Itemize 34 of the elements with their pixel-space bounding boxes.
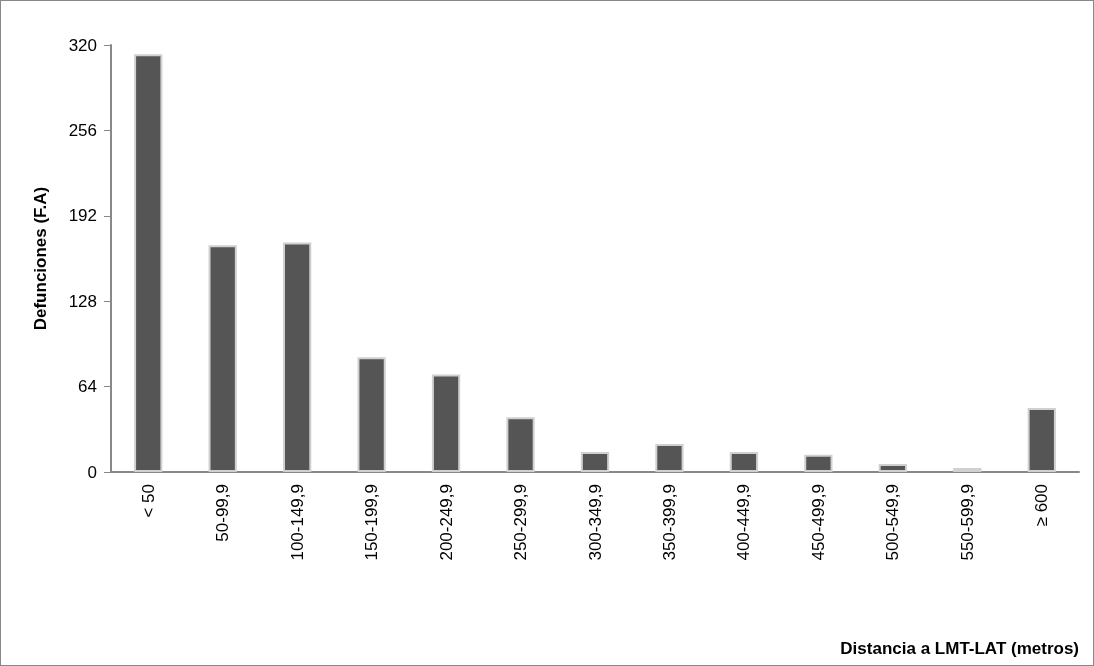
bar [729, 451, 759, 472]
x-tick-label: 200-249,9 [436, 484, 456, 561]
y-axis-title: Defunciones (F.A) [31, 186, 50, 331]
bar [580, 451, 610, 472]
x-tick-label: 250-299,9 [511, 484, 531, 561]
x-tick-label: 350-399,9 [659, 484, 679, 561]
bar [878, 463, 907, 472]
y-tick-label: 0 [87, 462, 97, 482]
x-axis-title: Distancia a LMT-LAT (metros) [840, 639, 1079, 658]
bar [506, 417, 535, 472]
bar [804, 454, 833, 472]
bar [953, 468, 982, 472]
x-tick-label: ≥ 600 [1032, 484, 1052, 527]
x-tick-label: 400-449,9 [734, 484, 754, 561]
x-tick-label: 450-499,9 [808, 484, 828, 561]
bar [208, 245, 237, 472]
x-tick-label: < 50 [138, 484, 158, 518]
x-tick-label: 550-599,9 [957, 484, 977, 561]
bar [431, 374, 461, 472]
bar [1027, 407, 1056, 472]
y-tick-label: 192 [68, 206, 97, 226]
x-tick-label: 50-99,9 [213, 484, 233, 542]
x-tick-label: 100-149,9 [287, 484, 307, 561]
x-tick-label: 500-549,9 [883, 484, 903, 561]
bar [357, 357, 386, 472]
bar [655, 443, 684, 472]
bar [134, 54, 163, 472]
y-tick-label: 320 [68, 35, 97, 55]
bar [283, 242, 312, 472]
x-tick-label: 150-199,9 [362, 484, 382, 561]
y-tick-label: 128 [68, 291, 97, 311]
x-tick-label: 300-349,9 [585, 484, 605, 561]
y-tick-label: 256 [68, 120, 97, 140]
y-tick-label: 64 [78, 377, 97, 397]
